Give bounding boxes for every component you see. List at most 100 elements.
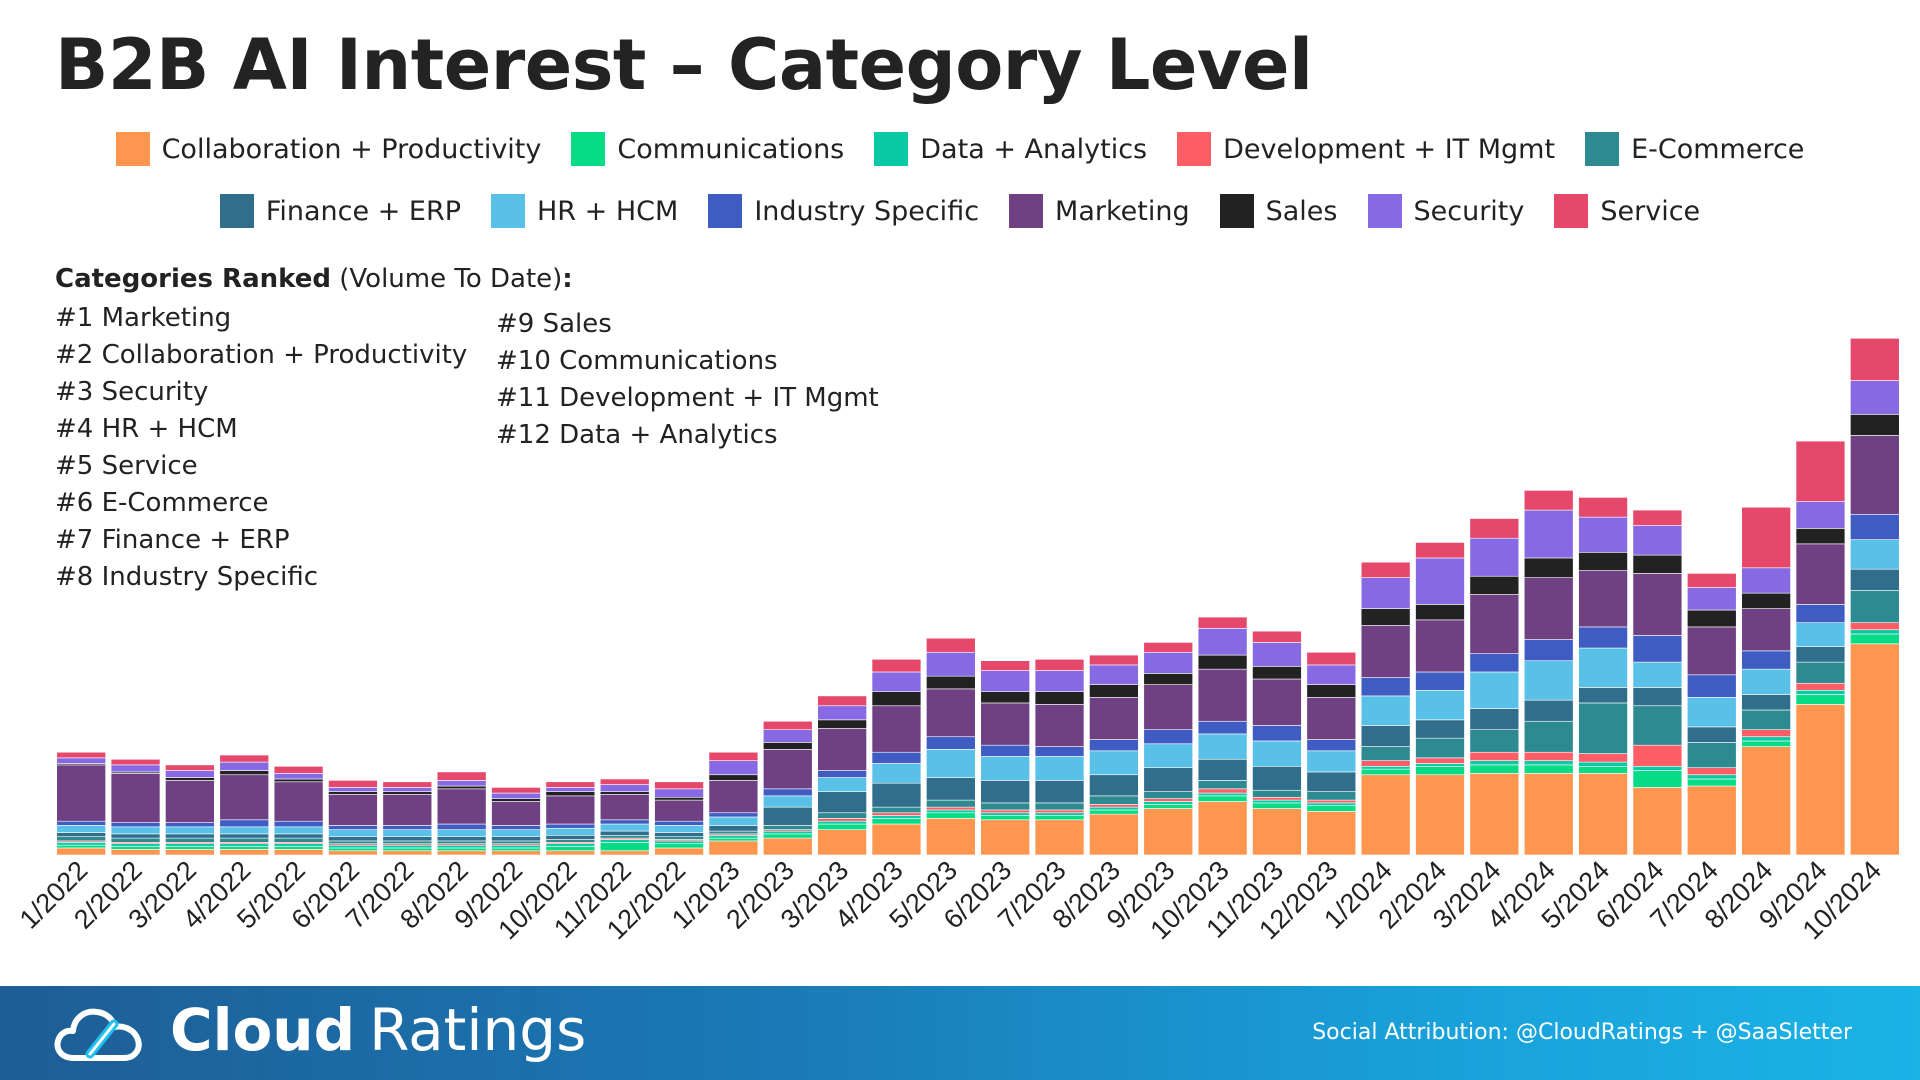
bar-stack-10-2023: [1197, 616, 1248, 856]
bar-segment: [1469, 594, 1520, 654]
bar-segment: [1632, 705, 1683, 746]
bar-segment: [1089, 654, 1139, 666]
bar-segment: [1687, 726, 1737, 743]
bar-segment: [1741, 567, 1791, 594]
bar-segment: [1578, 702, 1628, 754]
bar-segment: [1089, 813, 1139, 856]
legend-swatch: [115, 132, 150, 166]
bar-segment: [382, 794, 433, 826]
brand-name-light: Ratings: [369, 996, 587, 1064]
bar-segment: [817, 820, 867, 825]
bar-segment: [1306, 791, 1357, 801]
bar-segment: [491, 840, 541, 845]
bar-stack-5-2024: [1578, 497, 1628, 856]
bar-segment: [1197, 628, 1248, 656]
bar-segment: [1850, 633, 1900, 645]
bar-stack-4-2022: [219, 754, 269, 856]
bar-stack-1-2024: [1360, 561, 1411, 856]
bar-segment: [1089, 664, 1139, 685]
bar-segment: [56, 757, 106, 764]
bar-segment: [708, 751, 759, 761]
legend-swatch: [1585, 132, 1620, 166]
bar-stack-12-2023: [1306, 651, 1357, 856]
bar-segment: [165, 770, 215, 778]
bar-segment: [1795, 704, 1846, 856]
bar-segment: [1143, 651, 1194, 674]
bar-segment: [436, 850, 487, 856]
bar-segment: [1850, 622, 1900, 631]
bar-segment: [1360, 760, 1411, 767]
bar-segment: [436, 771, 487, 781]
bar-segment: [1360, 561, 1411, 578]
bar-segment: [165, 846, 215, 850]
bar-segment: [165, 780, 215, 823]
bar-segment: [1089, 774, 1139, 797]
bar-segment: [926, 675, 976, 690]
bar-segment: [1306, 802, 1357, 807]
bar-stack-9-2022: [491, 787, 541, 856]
rank-item: #4 HR + HCM: [55, 414, 238, 444]
bar-segment: [1578, 647, 1628, 688]
bar-segment: [436, 840, 487, 845]
bar-segment: [871, 658, 922, 673]
bar-segment: [165, 822, 215, 828]
bar-segment: [1632, 573, 1683, 636]
bar-segment: [1034, 704, 1085, 747]
bar-segment: [1741, 709, 1791, 730]
legend-label: Data + Analytics: [920, 133, 1148, 165]
bar-segment: [1252, 802, 1302, 809]
bar-segment: [871, 812, 922, 816]
bar-segment: [1143, 808, 1194, 856]
bar-segment: [110, 849, 161, 856]
bar-segment: [1850, 513, 1900, 540]
bar-segment: [110, 826, 161, 835]
bar-stack-3-2022: [165, 764, 215, 856]
bar-stack-2-2022: [110, 758, 161, 856]
bar-segment: [545, 839, 596, 843]
bar-segment: [1252, 740, 1302, 767]
bar-segment: [382, 836, 433, 842]
legend-item-e-commerce: E-Commerce: [1585, 132, 1804, 166]
bar-segment: [1632, 525, 1683, 556]
legend-label: Finance + ERP: [265, 195, 461, 227]
legend-label: HR + HCM: [537, 195, 679, 227]
bar-segment: [1741, 506, 1791, 569]
bar-segment: [1089, 804, 1139, 808]
bar-segment: [382, 781, 433, 788]
bar-segment: [219, 837, 269, 843]
bar-segment: [382, 847, 433, 852]
bar-segment: [110, 773, 161, 823]
bar-segment: [273, 781, 324, 822]
bar-segment: [763, 837, 813, 856]
bar-segment: [436, 844, 487, 849]
bar-segment: [1197, 654, 1248, 670]
bar-segment: [1741, 694, 1791, 711]
bar-segment: [817, 727, 867, 771]
bar-segment: [1415, 774, 1465, 856]
ranked-list-column-1: #1 Marketing #2 Collaboration + Producti…: [55, 300, 467, 596]
bar-segment: [1415, 765, 1465, 776]
bar-segment: [1143, 743, 1194, 769]
bar-segment: [654, 825, 704, 833]
bar-segment: [1795, 646, 1846, 663]
bar-segment: [110, 846, 161, 850]
bar-segment: [763, 788, 813, 797]
bar-segment: [1360, 695, 1411, 726]
bar-segment: [1197, 758, 1248, 781]
bar-segment: [599, 830, 650, 836]
bar-segment: [436, 829, 487, 837]
bar-segment: [1687, 674, 1737, 698]
bar-segment: [491, 844, 541, 849]
bar-segment: [817, 770, 867, 778]
bar-stack-7-2023: [1034, 658, 1085, 856]
bar-stack-8-2023: [1089, 654, 1139, 856]
ranked-heading: Categories Ranked (Volume To Date):: [55, 264, 573, 294]
bar-stack-5-2023: [926, 637, 976, 856]
bar-segment: [1687, 626, 1737, 676]
bar-segment: [599, 850, 650, 856]
legend-item-security: Security: [1367, 194, 1524, 228]
bar-segment: [1469, 575, 1520, 595]
bar-stack-11-2022: [599, 778, 650, 856]
bar-segment: [708, 840, 759, 856]
bar-segment: [1360, 577, 1411, 609]
